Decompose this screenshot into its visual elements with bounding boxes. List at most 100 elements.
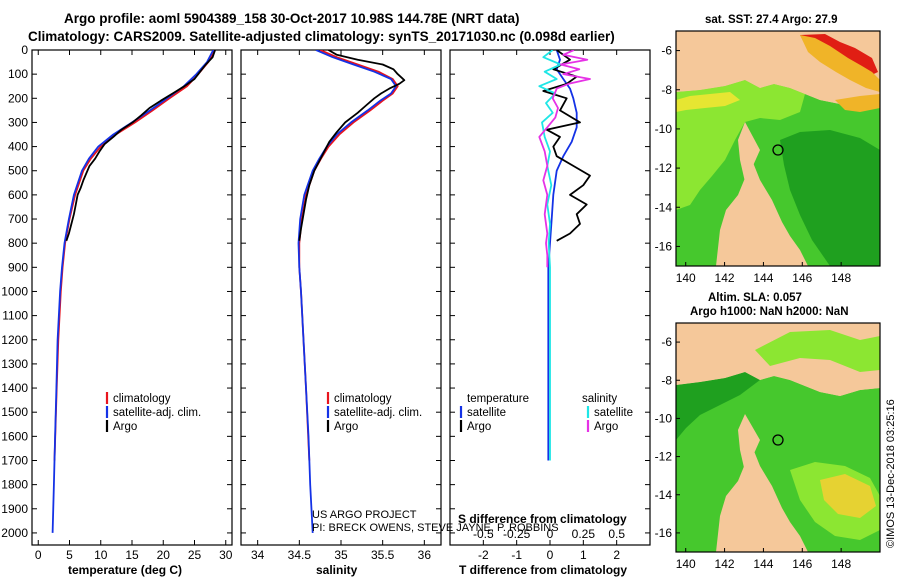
difference-x-axis: -2 -1 0 1 2	[478, 50, 620, 562]
depth-tick-label: 1900	[1, 502, 28, 516]
x-tick-label: -1	[511, 548, 522, 562]
map-x-tick-label: 142	[715, 271, 735, 285]
legend-title-temperature: temperature	[467, 393, 529, 405]
credit-line-1: US ARGO PROJECT	[312, 509, 417, 521]
x-tick-label: 30	[219, 548, 233, 562]
map-y-tick-label: -12	[655, 161, 673, 175]
x-tick-label: 0	[35, 548, 42, 562]
map-y-tick-label: -8	[661, 83, 672, 97]
salinity-difference-x-axis: -0.5 -0.25 0 0.25 0.5	[473, 527, 625, 541]
series-line-temperature-satellite	[547, 50, 578, 461]
map-y-tick-label: -6	[661, 335, 672, 349]
map-y-tick-label: -6	[661, 44, 672, 58]
map-y-tick-label: -16	[655, 239, 673, 253]
sst-map	[676, 31, 880, 266]
depth-tick-label: 1700	[1, 453, 28, 467]
sst-map-cape-york	[738, 122, 760, 182]
depth-tick-label: 2000	[1, 526, 28, 540]
depth-tick-label: 800	[8, 236, 28, 250]
temperature-legend: climatology satellite-adj. clim. Argo	[105, 392, 201, 433]
header-line-1: Argo profile: aoml 5904389_158 30-Oct-20…	[64, 11, 519, 26]
map-x-tick-label: 148	[831, 271, 851, 285]
x-tick-label: 35	[334, 548, 348, 562]
legend-label-sal-argo: Argo	[594, 421, 618, 433]
sla-map-sea-north	[755, 330, 880, 372]
series-line-argo	[65, 50, 216, 242]
depth-tick-label: 300	[8, 115, 28, 129]
difference-legend: temperature salinity satellite Argo sate…	[459, 393, 633, 433]
map-y-tick-label: -10	[655, 411, 673, 425]
sst-map-float-marker	[772, 144, 784, 156]
credit-line-2: PI: BRECK OWENS, STEVE JAYNE, P. ROBBINS	[312, 522, 559, 534]
depth-tick-label: 1400	[1, 381, 28, 395]
sla-map	[676, 323, 880, 552]
x-tick-label: 25	[188, 548, 202, 562]
map-x-tick-label: 140	[676, 557, 696, 571]
x-tick-label: 1	[580, 548, 587, 562]
x2-tick-label: -0.25	[503, 527, 531, 541]
legend-label-satellite: satellite-adj. clim.	[334, 407, 422, 419]
depth-tick-label: 700	[8, 212, 28, 226]
series-line-satellite-adj-clim-	[297, 50, 397, 533]
sst-map-sea-deep	[780, 130, 880, 266]
sla-map-float-marker	[772, 434, 784, 446]
sst-map-warm-patch-2	[835, 94, 880, 112]
legend-label-climatology: climatology	[113, 393, 171, 405]
legend-label-temp-satellite: satellite	[467, 407, 506, 419]
depth-tick-label: 1600	[1, 429, 28, 443]
x-tick-label: 34	[251, 548, 265, 562]
temperature-x-label: temperature (deg C)	[68, 563, 182, 577]
map-x-tick-label: 140	[676, 271, 696, 285]
salinity-panel	[240, 49, 442, 546]
temperature-lines	[51, 50, 216, 533]
salinity-lines	[297, 50, 406, 533]
x-tick-label: 0	[547, 548, 554, 562]
depth-tick-label: 100	[8, 67, 28, 81]
map-y-tick-label: -8	[661, 373, 672, 387]
depth-tick-label: 1200	[1, 333, 28, 347]
x-tick-label: 35.5	[371, 548, 395, 562]
depth-tick-label: 200	[8, 91, 28, 105]
x2-tick-label: 0.5	[608, 527, 625, 541]
x-tick-label: 34.5	[288, 548, 312, 562]
sst-map-warm-patch	[800, 35, 880, 92]
depth-tick-label: 900	[8, 260, 28, 274]
x-tick-label: 10	[94, 548, 108, 562]
legend-label-temp-argo: Argo	[467, 421, 491, 433]
series-line-argo	[298, 50, 406, 241]
x-tick-label: 20	[157, 548, 171, 562]
sla-map-sea-highest	[820, 474, 876, 518]
header-line-2: Climatology: CARS2009. Satellite-adjuste…	[28, 29, 615, 44]
legend-label-satellite: satellite-adj. clim.	[113, 407, 201, 419]
difference-top-label: S difference from climatology	[458, 512, 627, 526]
temperature-x-axis: 0 5 10 15 20 25 30	[35, 50, 233, 562]
x2-tick-label: 0	[547, 527, 554, 541]
copyright-text: ©IMOS 13-Dec-2018 03:25:16	[885, 399, 897, 548]
sla-map-cape-york	[738, 414, 760, 472]
map-x-tick-label: 144	[753, 557, 773, 571]
map-x-tick-label: 148	[831, 557, 851, 571]
map-x-tick-label: 142	[715, 557, 735, 571]
x-tick-label: 15	[125, 548, 139, 562]
depth-tick-label: 1100	[2, 309, 28, 323]
salinity-x-label: salinity	[316, 563, 358, 577]
sst-map-sea-shallow	[676, 80, 805, 210]
sst-map-axes: 140 142 144 146 148 -6 -8 -10 -12 -14 -16	[655, 44, 852, 285]
depth-tick-label: 600	[8, 188, 28, 202]
legend-label-argo: Argo	[334, 421, 358, 433]
salinity-legend: climatology satellite-adj. clim. Argo	[326, 392, 422, 433]
sla-map-axes: 140 142 144 146 148 -6 -8 -10 -12 -14 -16	[655, 335, 852, 571]
map-x-tick-label: 146	[792, 271, 812, 285]
depth-axis: 0 100 200 300 400 500 600 700 800 900 1000 1100 1200…	[1, 43, 650, 540]
depth-tick-label: 400	[8, 140, 28, 154]
series-line-salinity-satellite	[538, 50, 562, 461]
x2-tick-label: -0.5	[473, 527, 494, 541]
sst-map-title: sat. SST: 27.4 Argo: 27.9	[705, 14, 838, 26]
difference-x-label: T difference from climatology	[459, 563, 627, 577]
series-line-salinity-argo	[538, 50, 591, 268]
map-y-tick-label: -12	[655, 450, 673, 464]
depth-tick-label: 1300	[1, 357, 28, 371]
map-y-tick-label: -16	[655, 526, 673, 540]
map-y-tick-label: -14	[655, 488, 673, 502]
